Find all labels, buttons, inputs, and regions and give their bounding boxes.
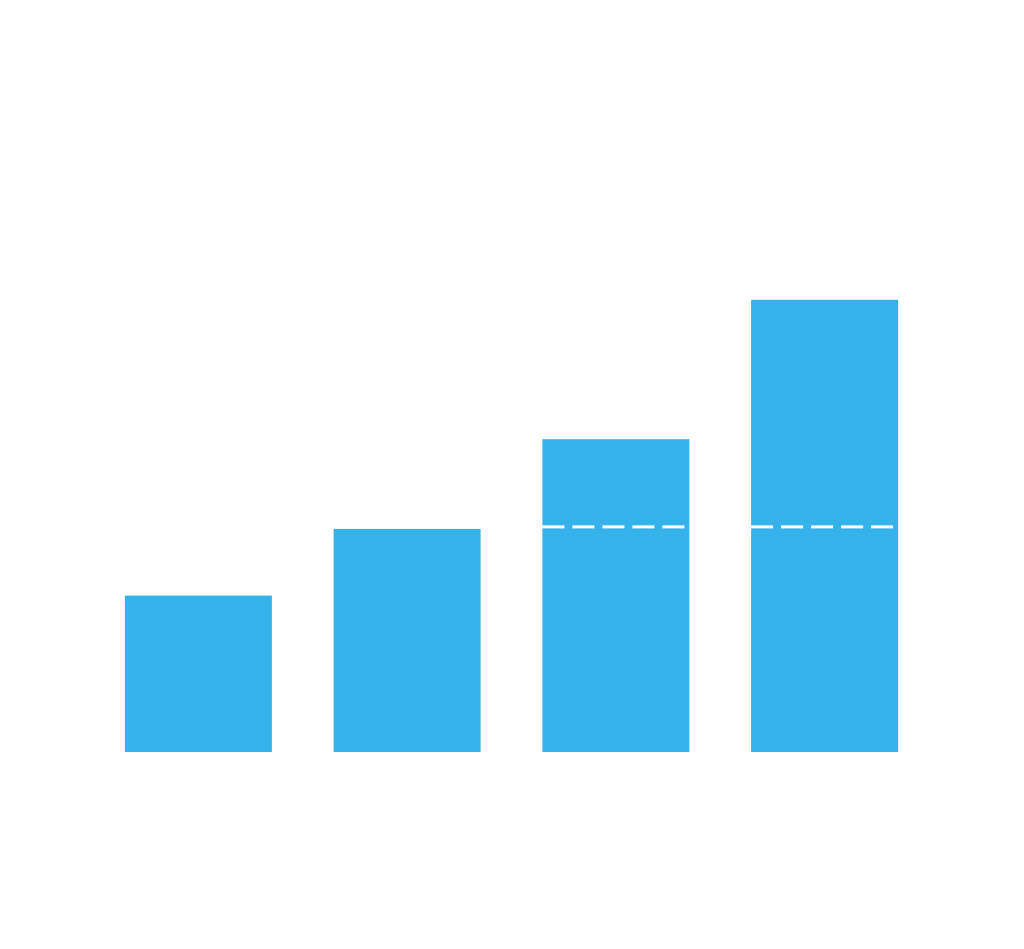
bar-1 [124, 595, 272, 752]
bar-2 [333, 528, 481, 752]
bar-3 [542, 439, 690, 752]
